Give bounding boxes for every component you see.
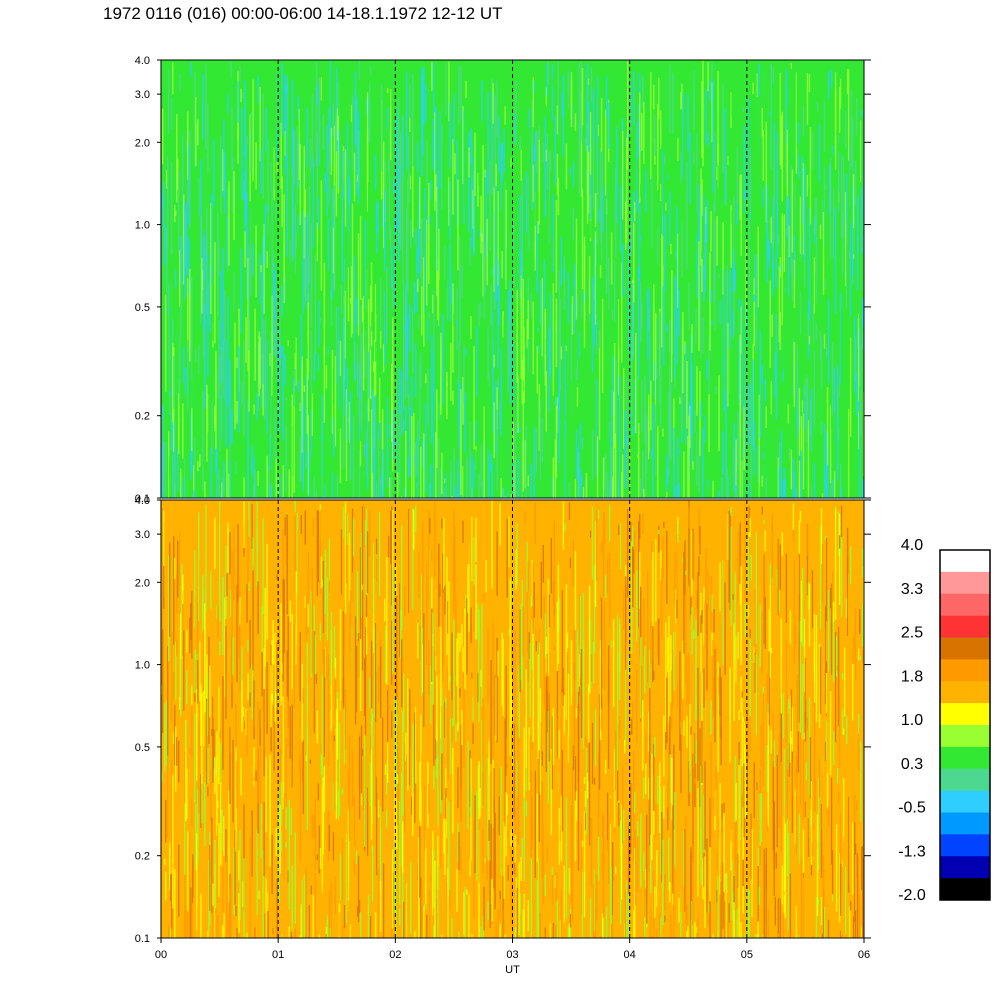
y-tick-label: 0.1 [135, 493, 150, 505]
colorbar-segment [940, 571, 990, 595]
colorbar-frame [939, 549, 991, 901]
y-tick-label: 4.0 [135, 495, 150, 507]
colorbar-segment [940, 878, 990, 901]
colorbar-segment [940, 615, 990, 638]
y-tick-label: 0.1 [135, 933, 150, 945]
y-tick-label: 0.5 [135, 742, 150, 754]
y-tick-label: 1.0 [135, 220, 150, 232]
colorbar-label: 4.0 [901, 537, 923, 554]
x-tick-label: 06 [858, 949, 870, 961]
colorbar-segment [940, 812, 990, 835]
colorbar-segment [940, 593, 990, 616]
x-tick-label: 01 [272, 949, 284, 961]
y-tick-label: 2.0 [135, 137, 150, 149]
colorbar-label: 3.3 [901, 581, 923, 598]
x-axis-label: UT [505, 964, 520, 976]
colorbar-segment [940, 550, 990, 573]
colorbar-segment [940, 659, 990, 682]
colorbar-segment [940, 834, 990, 857]
colorbar-segment [940, 746, 990, 770]
x-tick-label: 02 [389, 949, 401, 961]
chart-title: 1972 0116 (016) 00:00-06:00 14-18.1.1972… [103, 4, 503, 23]
colorbar-label: -1.3 [898, 843, 926, 860]
colorbar-segment [940, 703, 990, 726]
x-tick-label: 04 [624, 949, 636, 961]
heatmap-bottom [161, 500, 864, 938]
x-tick-label: 00 [155, 949, 167, 961]
colorbar-segment [940, 768, 990, 791]
y-tick-label: 3.0 [135, 529, 150, 541]
y-tick-label: 3.0 [135, 89, 150, 101]
x-tick-label: 05 [741, 949, 753, 961]
colorbar-segment [940, 725, 990, 748]
x-tick-label: 03 [506, 949, 518, 961]
colorbar-label: 1.8 [901, 668, 923, 685]
colorbar-segment [940, 790, 990, 813]
colorbar-label: 1.0 [901, 712, 923, 729]
colorbar-segment [940, 637, 990, 660]
colorbar-segment [940, 681, 990, 704]
y-tick-label: 1.0 [135, 660, 150, 672]
y-tick-label: 4.0 [135, 55, 150, 67]
colorbar-label: -2.0 [898, 887, 926, 904]
colorbar-segment [940, 856, 990, 879]
colorbar-label: -0.5 [898, 800, 926, 817]
colorbar-label: 0.3 [901, 756, 923, 773]
y-tick-label: 0.2 [135, 411, 150, 423]
y-tick-label: 0.5 [135, 302, 150, 314]
colorbar-label: 2.5 [901, 625, 923, 642]
y-tick-label: 2.0 [135, 577, 150, 589]
y-tick-label: 0.2 [135, 851, 150, 863]
